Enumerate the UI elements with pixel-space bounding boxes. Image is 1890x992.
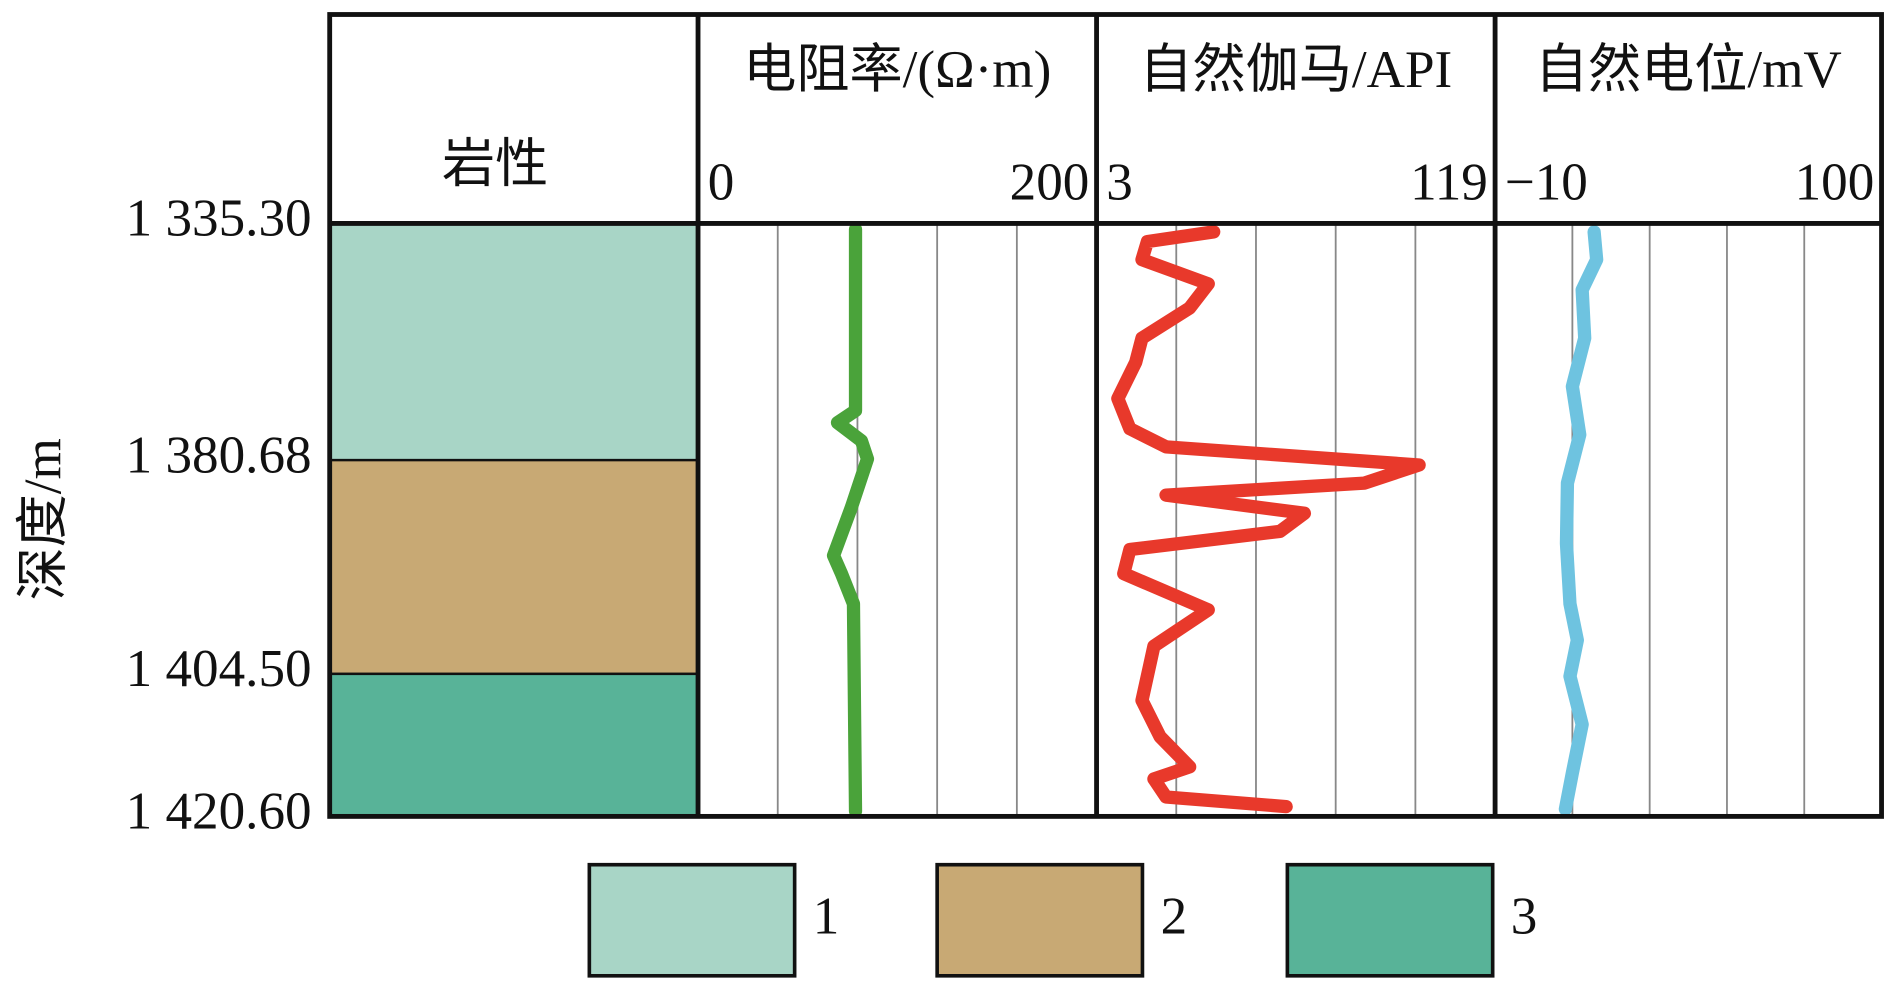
legend-swatch	[587, 862, 797, 978]
frame	[327, 12, 1884, 819]
x-tick-label: 119	[1410, 153, 1488, 211]
x-tick-label: 0	[708, 153, 735, 211]
track-title: 自然电位/mV	[1535, 41, 1842, 99]
legend-swatch	[935, 862, 1145, 978]
y-tick-label: 1 404.50	[126, 640, 312, 698]
x-tick-label: −10	[1505, 153, 1588, 211]
track-title: 自然伽马/API	[1139, 41, 1452, 99]
x-tick-label: 3	[1106, 153, 1133, 211]
lithology-layer	[328, 458, 700, 676]
legend-label: 3	[1511, 888, 1538, 946]
legend-swatch	[1285, 862, 1495, 978]
legend-label: 2	[1161, 888, 1188, 946]
y-tick-label: 1 335.30	[126, 190, 312, 248]
y-tick-label: 1 380.68	[126, 426, 312, 484]
x-tick-label: 100	[1795, 153, 1875, 211]
track-title: 电阻率/(Ω·m)	[743, 41, 1051, 99]
log-curve	[1558, 225, 1604, 816]
x-tick-label: 200	[1010, 153, 1090, 211]
y-tick-label: 1 420.60	[126, 783, 312, 841]
legend-label: 1	[813, 888, 840, 946]
log-curve	[1111, 225, 1426, 814]
log-curve	[826, 222, 875, 818]
lithology-layer	[328, 672, 700, 818]
lithology-layer	[328, 222, 700, 462]
lithology-title: 岩性	[442, 135, 548, 193]
y-axis-label: 深度/m	[14, 438, 72, 600]
